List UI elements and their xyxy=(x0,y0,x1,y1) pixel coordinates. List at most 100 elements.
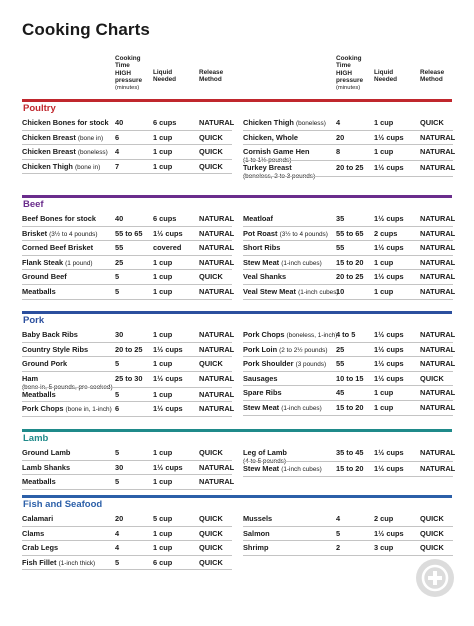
item-name: Ground Lamb xyxy=(22,448,70,457)
item-name: Sausages xyxy=(243,374,278,383)
item-name: Ground Beef xyxy=(22,272,67,281)
row-rule xyxy=(243,160,453,162)
item-cook-time: 5 xyxy=(115,359,120,369)
item-name: Meatloaf xyxy=(243,214,273,223)
header-time-unit: (minutes) xyxy=(115,84,140,91)
item-name: Chicken Thigh (bone in) xyxy=(22,162,100,172)
row-rule xyxy=(22,540,232,542)
row-rule xyxy=(243,240,453,242)
item-liquid: 1½ cups xyxy=(374,272,404,282)
item-cook-time: 5 xyxy=(336,528,341,538)
item-cook-time: 20 to 25 xyxy=(336,272,364,282)
item-cook-time: 40 xyxy=(115,214,124,223)
item-liquid: 1½ cups xyxy=(374,448,404,457)
item-release: QUICK xyxy=(420,543,444,553)
row-rule xyxy=(22,284,232,285)
row-rule xyxy=(22,356,232,358)
item-name-text: Ground Lamb xyxy=(22,448,71,457)
item-liquid: 1½ cups xyxy=(374,330,404,339)
item-name-text: Calamari xyxy=(22,514,54,523)
item-release: QUICK xyxy=(199,132,223,142)
item-release: NATURAL xyxy=(420,147,456,157)
item-release: QUICK xyxy=(420,528,444,538)
item-name: Pot Roast (3½ to 4 pounds) xyxy=(243,229,328,239)
item-release: QUICK xyxy=(199,359,223,369)
item-cook-time: 7 xyxy=(115,161,120,171)
item-release: QUICK xyxy=(420,514,444,523)
item-name-text: Salmon xyxy=(243,528,270,538)
row-rule xyxy=(243,254,453,256)
item-name: Lamb Shanks xyxy=(22,463,70,472)
row-rule xyxy=(22,416,232,417)
item-release: QUICK xyxy=(199,161,223,171)
section-title-lamb: Lamb xyxy=(23,433,49,444)
item-name: Chicken, Whole xyxy=(243,133,298,142)
item-cook-time: 40 xyxy=(115,118,124,127)
item-release: NATURAL xyxy=(420,132,456,142)
item-name-text: Pot Roast xyxy=(243,228,278,238)
item-liquid: 1½ cups xyxy=(153,373,183,383)
item-name: Corned Beef Brisket xyxy=(22,243,93,252)
item-name: Country Style Ribs xyxy=(22,345,88,354)
item-release: NATURAL xyxy=(199,243,235,253)
item-cook-time: 10 xyxy=(336,287,345,296)
item-liquid: 1 cup xyxy=(153,147,173,157)
item-release: QUICK xyxy=(199,528,223,538)
item-name: Short Ribs xyxy=(243,243,280,252)
item-cook-time: 4 xyxy=(336,514,341,523)
header-word: Method xyxy=(420,76,443,84)
item-liquid: 1½ cups xyxy=(153,344,183,354)
row-rule xyxy=(243,554,453,556)
header-word: Release xyxy=(420,69,445,76)
item-name: Crab Legs xyxy=(22,543,58,552)
header-word: Method xyxy=(199,76,222,84)
item-name-text: Country Style Ribs xyxy=(22,344,89,354)
section-divider-fish xyxy=(22,495,452,498)
row-rule xyxy=(22,525,232,527)
section-title-pork: Pork xyxy=(23,315,45,326)
header-word: Time xyxy=(115,62,130,70)
item-name-text: Pork Chops xyxy=(243,330,285,339)
item-release: QUICK xyxy=(199,557,223,567)
item-name-text: Sausages xyxy=(243,373,278,383)
item-cook-time: 55 xyxy=(115,243,124,253)
item-cook-time: 15 to 20 xyxy=(336,403,364,412)
item-name-text: Chicken Thigh xyxy=(243,118,294,127)
item-name-text: Veal Stew Meat xyxy=(243,287,296,296)
item-name: Pork Loin (2 to 2½ pounds) xyxy=(243,345,327,355)
row-rule xyxy=(243,400,453,401)
item-release: QUICK xyxy=(420,118,444,127)
item-name-text: Baby Back Ribs xyxy=(22,330,78,339)
item-cook-time: 4 xyxy=(115,543,120,553)
item-liquid: 2 cup xyxy=(374,514,394,523)
item-cook-time: 4 xyxy=(115,528,120,538)
item-cook-time: 25 to 30 xyxy=(115,373,143,383)
item-liquid: 1 cup xyxy=(374,147,394,157)
item-release: NATURAL xyxy=(199,404,235,414)
item-note: (1-inch cubes) xyxy=(298,289,339,296)
item-liquid: 1 cup xyxy=(153,448,173,457)
item-name-text: Flank Steak xyxy=(22,257,64,267)
item-liquid: 1 cup xyxy=(374,388,394,398)
item-name-text: Crab Legs xyxy=(22,543,59,553)
section-title-poultry: Poultry xyxy=(23,103,56,114)
item-name: Veal Shanks xyxy=(243,272,286,281)
item-cook-time: 5 xyxy=(115,389,120,399)
item-liquid: 1 cup xyxy=(153,359,173,369)
row-rule xyxy=(243,370,453,372)
header-liquid: Liquid Needed xyxy=(374,69,397,84)
item-name-text: Short Ribs xyxy=(243,243,281,253)
item-release: NATURAL xyxy=(420,214,456,223)
item-liquid: 1 cup xyxy=(153,257,173,267)
item-cook-time: 20 to 25 xyxy=(336,163,364,173)
item-name-text: Corned Beef Brisket xyxy=(22,243,94,253)
item-name: Chicken Breast (boneless) xyxy=(22,147,108,157)
item-note: (1-inch cubes) xyxy=(281,259,322,267)
item-note: (1-inch cubes) xyxy=(281,405,322,412)
item-name-text: Fish Fillet xyxy=(22,557,57,567)
item-release: NATURAL xyxy=(420,448,456,457)
header-word: Needed xyxy=(374,76,398,84)
row-rule xyxy=(22,173,232,175)
item-liquid: 1½ cups xyxy=(374,344,404,354)
